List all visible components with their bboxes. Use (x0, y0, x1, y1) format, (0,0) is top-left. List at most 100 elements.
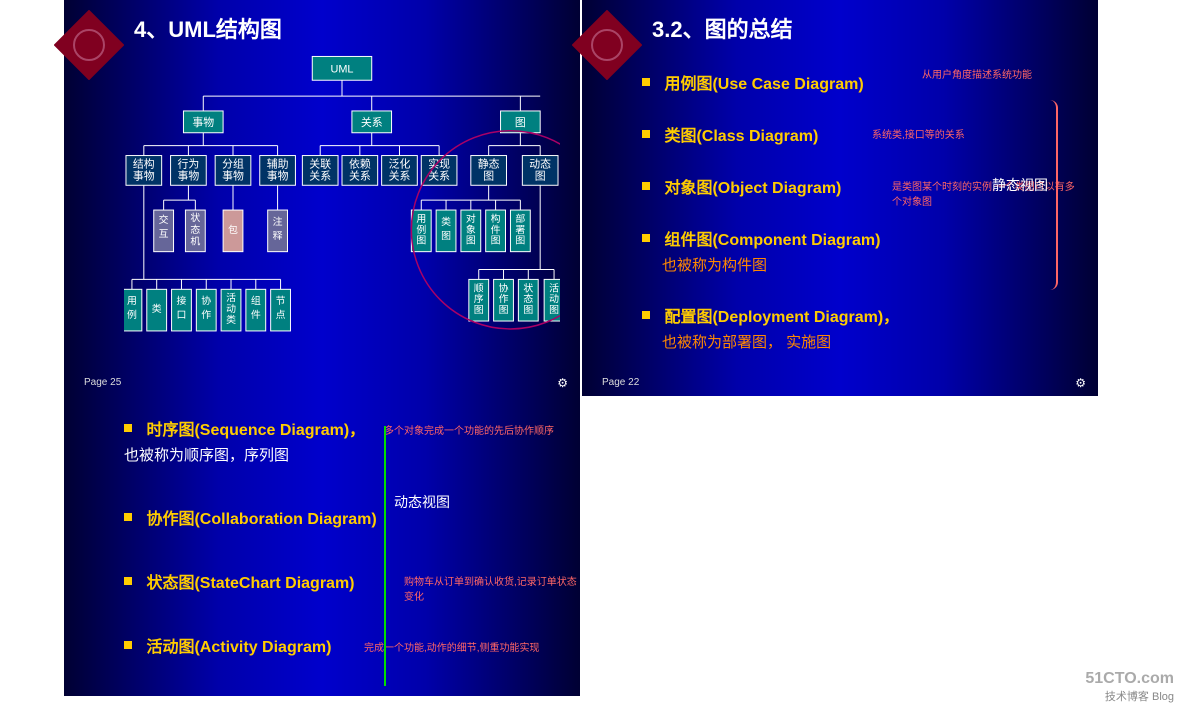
svg-text:用: 用 (416, 214, 426, 225)
svg-text:对: 对 (466, 212, 476, 225)
svg-text:部: 部 (515, 212, 525, 225)
static-diagram-list: 用例图(Use Case Diagram) 从用户角度描述系统功能 类图(Cla… (642, 70, 1078, 380)
svg-text:态: 态 (190, 223, 200, 236)
svg-text:事物: 事物 (178, 168, 200, 182)
item-text: 对象图(Object Diagram) (664, 180, 841, 197)
corner-decoration (54, 10, 124, 80)
svg-text:构: 构 (491, 212, 501, 225)
svg-text:静态: 静态 (478, 156, 500, 170)
bullet-icon (642, 234, 650, 242)
slide2-title: 3.2、图的总结 (652, 12, 793, 44)
svg-text:件: 件 (491, 224, 501, 236)
svg-text:图: 图 (499, 304, 509, 316)
slide-diagram-summary: 3.2、图的总结 用例图(Use Case Diagram) 从用户角度描述系统… (582, 0, 1098, 396)
svg-text:交: 交 (159, 213, 169, 226)
svg-text:图: 图 (441, 230, 451, 242)
svg-text:协: 协 (499, 281, 509, 294)
svg-text:类: 类 (152, 302, 162, 315)
slide-uml-structure: 4、UML结构图 UML 事物 关系 图 结构事物 行为事物 分组事物 辅助事物… (64, 0, 580, 396)
uml-tree: UML 事物 关系 图 结构事物 行为事物 分组事物 辅助事物 关联关系 依赖关… (124, 55, 560, 375)
svg-text:图: 图 (474, 304, 484, 316)
svg-text:作: 作 (499, 293, 509, 305)
svg-text:动: 动 (226, 303, 236, 315)
page-number: Page 22 (602, 377, 639, 388)
svg-text:事物: 事物 (222, 168, 244, 182)
item-text: 协作图(Collaboration Diagram) (146, 511, 376, 528)
bullet-icon (124, 424, 132, 432)
svg-text:实现: 实现 (428, 156, 450, 170)
watermark: 51CTO.com 技术博客 Blog (1085, 669, 1174, 704)
svg-text:事物: 事物 (267, 168, 289, 182)
svg-text:图: 图 (535, 169, 546, 182)
svg-text:件: 件 (251, 309, 261, 321)
svg-text:组: 组 (251, 294, 261, 307)
svg-text:状: 状 (190, 211, 200, 224)
svg-text:关联: 关联 (309, 156, 331, 170)
list-item: 配置图(Deployment Diagram)， 也被称为部署图， 实施图 (642, 303, 1078, 352)
brace-icon (384, 426, 386, 686)
svg-text:图: 图 (416, 235, 426, 247)
bullet-icon (124, 513, 132, 521)
svg-text:活: 活 (549, 282, 559, 294)
svg-text:图: 图 (549, 304, 559, 316)
page-number: Page 25 (84, 377, 121, 388)
svg-text:象: 象 (466, 224, 476, 236)
svg-text:顺: 顺 (474, 282, 484, 294)
item-text: 活动图(Activity Diagram) (146, 639, 331, 656)
svg-text:分组: 分组 (222, 156, 244, 170)
svg-text:互: 互 (159, 228, 169, 240)
list-item: 用例图(Use Case Diagram) 从用户角度描述系统功能 (642, 70, 1078, 94)
list-item: 类图(Class Diagram) 系统类,接口等的关系 (642, 122, 1078, 146)
svg-text:图: 图 (523, 304, 533, 316)
svg-text:关系: 关系 (361, 115, 383, 129)
svg-text:包: 包 (228, 223, 238, 236)
svg-text:类: 类 (441, 215, 451, 228)
bullet-icon (642, 78, 650, 86)
svg-text:依赖: 依赖 (349, 157, 371, 170)
item-text: 配置图(Deployment Diagram)， (664, 309, 899, 326)
item-text: 用例图(Use Case Diagram) (664, 76, 863, 93)
annotation: 完成一个功能,动作的细节,侧重功能实现 (364, 639, 540, 654)
svg-text:接: 接 (177, 294, 187, 307)
svg-text:行为: 行为 (178, 157, 200, 170)
svg-text:关系: 关系 (389, 168, 411, 182)
svg-text:协: 协 (201, 294, 211, 307)
slide-dynamic-views: 时序图(Sequence Diagram)， 多个对象完成一个功能的先后协作顺序… (64, 396, 580, 696)
annotation: 系统类,接口等的关系 (872, 126, 965, 141)
svg-text:结构: 结构 (133, 156, 155, 170)
svg-text:事物: 事物 (133, 168, 155, 182)
bullet-icon (642, 182, 650, 190)
svg-text:活: 活 (226, 292, 236, 304)
bullet-icon (642, 311, 650, 319)
group-label: 动态视图 (394, 492, 450, 512)
item-text: 状态图(StateChart Diagram) (146, 575, 354, 592)
gear-icon: ⚙ (1075, 376, 1086, 390)
svg-text:态: 态 (523, 292, 533, 305)
svg-text:类: 类 (226, 313, 236, 326)
svg-text:图: 图 (515, 116, 526, 129)
svg-text:例: 例 (416, 223, 426, 236)
svg-text:机: 机 (190, 235, 200, 248)
dynamic-diagram-list: 时序图(Sequence Diagram)， 多个对象完成一个功能的先后协作顺序… (124, 416, 560, 685)
item-text: 组件图(Component Diagram) (664, 232, 880, 249)
svg-text:动态: 动态 (529, 157, 551, 170)
bullet-icon (124, 577, 132, 585)
annotation: 从用户角度描述系统功能 (922, 66, 1032, 81)
svg-text:关系: 关系 (309, 168, 331, 182)
svg-text:泛化: 泛化 (389, 156, 411, 170)
item-text: 类图(Class Diagram) (664, 128, 818, 145)
svg-text:UML: UML (331, 63, 354, 75)
item-sub: 也被称为顺序图，序列图 (124, 444, 560, 465)
list-item: 活动图(Activity Diagram) 完成一个功能,动作的细节,侧重功能实… (124, 633, 560, 657)
svg-text:节: 节 (276, 295, 286, 307)
brace-icon (1050, 100, 1058, 290)
svg-text:序: 序 (474, 292, 484, 305)
struct-leaf-row: 用例 类 接口 协作 活动类 组件 节点 (124, 289, 290, 331)
svg-text:例: 例 (127, 308, 137, 321)
annotation: 购物车从订单到确认收货,记录订单状态变化 (404, 573, 584, 603)
list-item: 协作图(Collaboration Diagram) (124, 505, 560, 529)
svg-text:关系: 关系 (349, 168, 371, 182)
svg-text:注: 注 (273, 215, 283, 228)
group-label: 静态视图 (992, 175, 1048, 195)
gear-icon: ⚙ (557, 376, 568, 390)
